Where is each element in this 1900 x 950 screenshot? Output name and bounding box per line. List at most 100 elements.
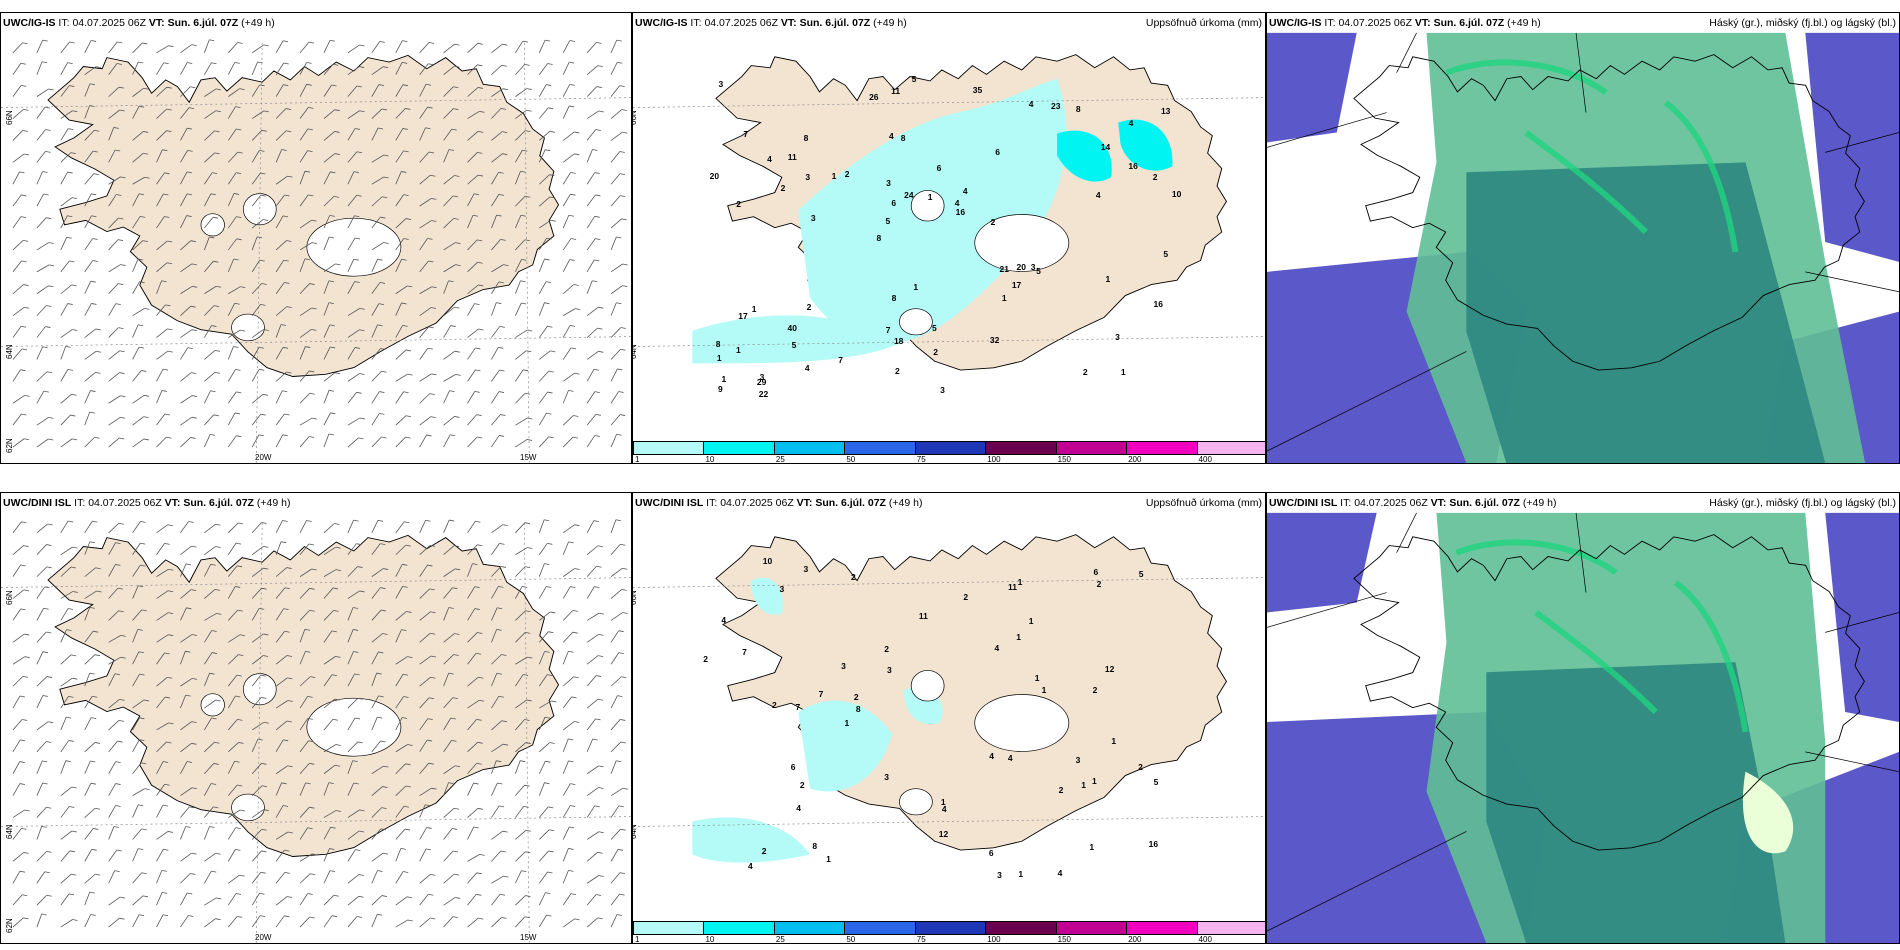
legend-label: 1 xyxy=(635,935,640,944)
precip-value: 3 xyxy=(886,664,892,675)
legend-swatch xyxy=(914,441,987,455)
panel-title: UWC/DINI ISL IT: 04.07.2025 06Z VT: Sun.… xyxy=(1269,497,1557,509)
precip-legend: 1 10 25 50 75 100 150 200 400 xyxy=(633,921,1265,943)
precip-value: 20 xyxy=(1016,261,1026,272)
precip-value: 2 xyxy=(894,366,900,377)
precip-value: 8 xyxy=(1075,103,1081,114)
precip-value: 4 xyxy=(1057,868,1063,879)
precip-value: 2 xyxy=(851,571,856,582)
legend-label: 200 xyxy=(1128,455,1142,464)
lat-label-66n: 66N xyxy=(632,590,638,605)
legend-swatch xyxy=(1196,441,1265,455)
precip-value: 1 xyxy=(1089,841,1095,852)
legend-swatch xyxy=(985,441,1057,455)
precip-value: 1 xyxy=(736,344,741,355)
lon-label-20w: 20W xyxy=(255,453,272,462)
lat-label-64n: 64N xyxy=(5,824,14,839)
cloud-map xyxy=(1267,32,1899,463)
precip-value: 4 xyxy=(747,860,753,871)
precip-value: 3 xyxy=(884,771,890,782)
precip-value: 2 xyxy=(844,169,850,180)
precip-value: 2 xyxy=(771,699,777,710)
legend-label: 150 xyxy=(1057,935,1072,944)
precip-value: 1 xyxy=(716,353,722,364)
precip-value: 20 xyxy=(709,170,720,181)
precip-value: 3 xyxy=(1115,332,1120,343)
cloud-map-panel-top: UWC/IG-IS IT: 04.07.2025 06Z VT: Sun. 6.… xyxy=(1266,12,1900,464)
precip-value: 3 xyxy=(779,583,785,594)
lon-label-15w: 15W xyxy=(520,453,537,462)
precip-value: 3 xyxy=(759,372,765,383)
precip-value: 4 xyxy=(962,185,968,196)
lat-label-64n: 64N xyxy=(632,344,638,359)
precip-value: 5 xyxy=(1153,776,1159,787)
legend-label: 200 xyxy=(1128,935,1142,944)
precip-value: 2 xyxy=(933,346,938,357)
precip-value: 1 xyxy=(1016,631,1021,642)
lat-label-66n: 66N xyxy=(5,590,14,605)
precip-value: 1 xyxy=(927,191,933,202)
precip-value: 3 xyxy=(803,563,809,574)
legend-swatch xyxy=(1055,441,1128,455)
precip-value: 2 xyxy=(761,846,767,857)
precip-value: 6 xyxy=(891,197,897,208)
precip-value: 8 xyxy=(876,233,882,244)
legend-swatch xyxy=(773,441,846,455)
precip-value: 1 xyxy=(1120,367,1126,378)
legend-label: 100 xyxy=(987,455,1001,464)
wind-map xyxy=(1,519,631,943)
precip-value: 5 xyxy=(1036,265,1041,276)
precip-value: 3 xyxy=(940,384,945,395)
precip-value: 8 xyxy=(855,703,861,714)
legend-swatch xyxy=(1055,921,1128,935)
precip-map xyxy=(633,534,1265,863)
precip-value: 3 xyxy=(1030,261,1036,272)
precip-value: 7 xyxy=(818,688,824,699)
precip-value: 1 xyxy=(721,373,727,384)
legend-label: 75 xyxy=(916,935,926,944)
precip-value: 11 xyxy=(787,151,797,162)
legend-label: 25 xyxy=(775,935,785,944)
legend-label: 50 xyxy=(846,455,856,464)
panel-title: UWC/DINI ISL IT: 04.07.2025 06Z VT: Sun.… xyxy=(3,497,291,509)
precip-value: 2 xyxy=(884,643,889,654)
precip-value: 16 xyxy=(1153,299,1163,309)
precip-value: 4 xyxy=(767,154,772,165)
precip-value: 7 xyxy=(795,701,801,712)
precip-value: 5 xyxy=(931,322,937,333)
wind-map xyxy=(1,39,631,463)
precip-value: 1 xyxy=(1017,577,1023,588)
panel-title: UWC/IG-IS IT: 04.07.2025 06Z VT: Sun. 6.… xyxy=(635,17,907,29)
precip-value: 6 xyxy=(1093,566,1099,577)
panel-title: UWC/DINI ISL IT: 04.07.2025 06Z VT: Sun.… xyxy=(635,497,923,509)
precip-value: 2 xyxy=(1096,578,1102,589)
precip-value: 7 xyxy=(885,325,891,336)
precip-value: 14 xyxy=(1100,141,1111,152)
precip-value: 26 xyxy=(869,91,879,102)
legend-label: 1 xyxy=(635,455,640,464)
legend-swatch xyxy=(985,921,1057,935)
legend-swatch xyxy=(1126,921,1198,935)
cloud-title: Háský (gr.), miðský (fj.bl.) og lágský (… xyxy=(1709,497,1896,509)
precip-value: 11 xyxy=(1008,581,1018,592)
lon-label-20w: 20W xyxy=(255,933,272,942)
precip-value: 1 xyxy=(831,171,837,182)
precip-value: 2 xyxy=(1082,366,1088,377)
lat-label-62n: 62N xyxy=(5,438,14,453)
precip-value: 3 xyxy=(718,78,724,89)
precip-value: 2 xyxy=(703,653,708,664)
precip-value: 4 xyxy=(1028,99,1034,110)
precip-value: 1 xyxy=(913,281,919,292)
precip-value: 4 xyxy=(994,643,1000,654)
wind-map-panel-top: UWC/IG-IS IT: 04.07.2025 06Z VT: Sun. 6.… xyxy=(0,12,632,464)
legend-swatch xyxy=(633,921,705,935)
precip-value: 5 xyxy=(1163,249,1169,260)
precip-value: 3 xyxy=(805,172,811,182)
precip-value: 16 xyxy=(1148,839,1159,850)
legend-swatch xyxy=(914,921,987,935)
precip-value: 3 xyxy=(841,660,846,671)
precip-value: 32 xyxy=(989,335,1000,346)
precip-value: 2 xyxy=(799,779,805,790)
legend-label: 10 xyxy=(705,455,715,464)
precip-value: 1 xyxy=(1081,780,1086,791)
